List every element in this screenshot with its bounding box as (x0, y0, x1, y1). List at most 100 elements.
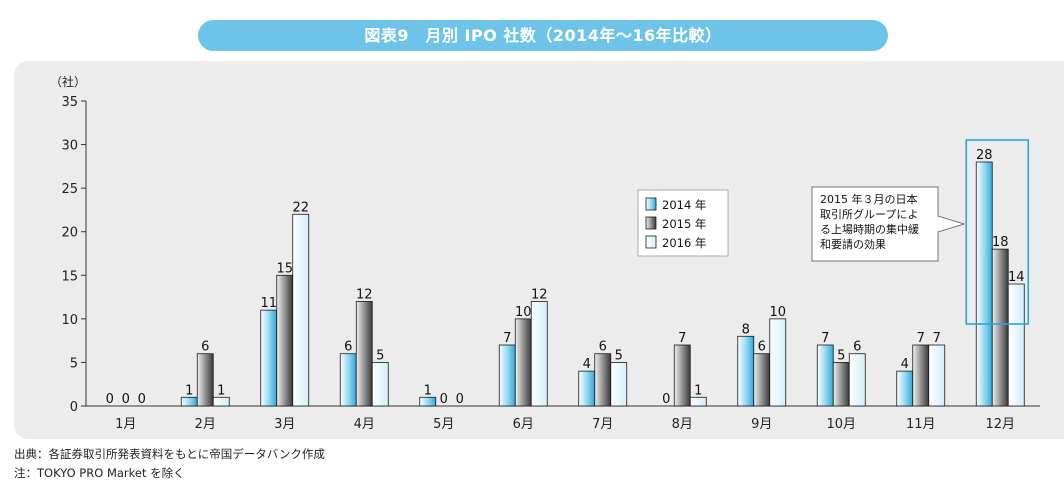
data-label: 1 (185, 383, 193, 398)
y-tick-label: 10 (61, 313, 78, 328)
data-label: 6 (758, 340, 766, 355)
x-tick-label: 12月 (985, 417, 1015, 432)
data-label: 4 (901, 357, 909, 372)
data-label: 6 (853, 340, 861, 355)
callout-text-line: る上場時期の集中緩 (820, 222, 919, 236)
data-label: 28 (976, 148, 993, 163)
data-label: 0 (456, 392, 464, 407)
x-tick-label: 4月 (354, 417, 375, 432)
bar-6月-2016 年 (530, 301, 548, 407)
x-tick-label: 1月 (115, 417, 136, 432)
bar-7月-2014 年 (578, 370, 596, 407)
y-tick-label: 20 (61, 226, 78, 241)
chart-title: 図表9 月別 IPO 社数（2014年～16年比較） (198, 20, 888, 51)
bar-4月-2016 年 (371, 362, 389, 407)
legend-swatch (645, 216, 657, 230)
bar-7月-2015 年 (594, 353, 612, 407)
bar-10月-2014 年 (816, 344, 834, 407)
data-label: 0 (106, 392, 114, 407)
data-label: 12 (531, 287, 548, 302)
data-label: 1 (217, 383, 225, 398)
bar-4月-2014 年 (339, 353, 357, 407)
bar-3月-2016 年 (292, 213, 310, 407)
bar-7月-2016 年 (610, 362, 628, 407)
x-tick-label: 2月 (195, 417, 216, 432)
data-label: 1 (694, 383, 702, 398)
callout-pointer (937, 215, 966, 233)
data-label: 11 (260, 296, 277, 311)
data-label: 6 (201, 340, 209, 355)
bars (180, 161, 1025, 407)
bar-4月-2015 年 (355, 301, 373, 407)
data-label: 5 (615, 348, 623, 363)
data-label: 14 (1008, 270, 1025, 285)
data-label: 7 (678, 331, 686, 346)
bar-10月-2015 年 (832, 362, 850, 407)
bar-2月-2014 年 (180, 396, 198, 407)
data-label: 7 (933, 331, 941, 346)
data-label: 5 (376, 348, 384, 363)
data-label: 7 (503, 331, 511, 346)
x-tick-label: 3月 (274, 417, 295, 432)
x-tick-label: 10月 (826, 417, 856, 432)
bar-6月-2015 年 (514, 318, 532, 407)
data-label: 0 (440, 392, 448, 407)
x-tick-label: 6月 (513, 417, 534, 432)
bar-10月-2016 年 (848, 353, 866, 407)
bar-5月-2014 年 (419, 396, 437, 407)
bar-11月-2016 年 (928, 344, 946, 407)
y-axis-unit-label: （社） (50, 74, 86, 89)
data-label: 1 (424, 383, 432, 398)
exclusion-note: 注：TOKYO PRO Market を除く (14, 466, 185, 480)
bar-11月-2015 年 (912, 344, 930, 407)
highlight-box (965, 139, 1030, 325)
y-tick-label: 5 (70, 356, 78, 371)
bar-3月-2014 年 (260, 309, 278, 407)
callout-text-line: 和要請の効果 (820, 237, 886, 251)
x-tick-label: 11月 (906, 417, 936, 432)
y-tick-label: 15 (61, 269, 78, 284)
legend-label: 2015 年 (662, 217, 706, 231)
data-label: 12 (356, 287, 373, 302)
bar-12月-2015 年 (991, 248, 1009, 407)
bar-3月-2015 年 (276, 274, 294, 407)
x-tick-label: 9月 (751, 417, 772, 432)
bar-9月-2014 年 (737, 335, 755, 407)
data-label: 22 (292, 200, 309, 215)
bar-9月-2015 年 (753, 353, 771, 407)
data-label: 0 (122, 392, 130, 407)
x-tick-label: 8月 (672, 417, 693, 432)
data-label: 6 (599, 340, 607, 355)
y-tick-label: 25 (61, 182, 78, 197)
data-label: 7 (821, 331, 829, 346)
data-label: 15 (276, 261, 293, 276)
bar-2月-2015 年 (196, 353, 214, 407)
y-tick-label: 35 (61, 95, 78, 110)
bar-11月-2014 年 (896, 370, 914, 407)
legend-swatch (645, 235, 657, 249)
data-label: 0 (662, 392, 670, 407)
callout-text-line: 取引所グループによ (820, 207, 918, 221)
data-label: 7 (917, 331, 925, 346)
bar-8月-2015 年 (673, 344, 691, 407)
x-tick-label: 7月 (592, 417, 613, 432)
y-tick-label: 30 (61, 139, 78, 154)
data-label: 4 (583, 357, 591, 372)
legend: 2014 年 2015 年 2016 年 (637, 189, 729, 257)
data-label: 5 (837, 348, 845, 363)
data-label: 6 (344, 340, 352, 355)
source-note: 出典：各証券取引所発表資料をもとに帝国データバンク作成 (14, 447, 325, 461)
callout-text-line: 2015 年３月の日本 (820, 192, 918, 206)
bar-12月-2014 年 (975, 161, 993, 407)
legend-swatch (645, 197, 657, 211)
bar-9月-2016 年 (769, 318, 787, 407)
bar-8月-2016 年 (689, 396, 707, 407)
y-tick-label: 0 (70, 400, 78, 415)
bar-6月-2014 年 (498, 344, 516, 407)
legend-label: 2014 年 (662, 198, 706, 212)
data-label: 18 (992, 235, 1009, 250)
